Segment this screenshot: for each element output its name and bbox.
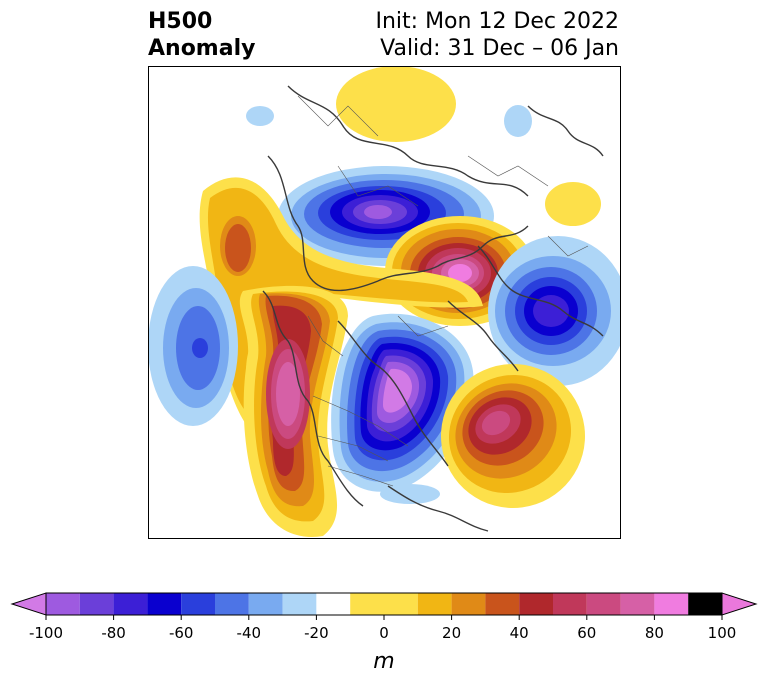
colorbar-cell (485, 593, 520, 615)
anomaly-map (148, 66, 621, 539)
colorbar-cell (248, 593, 283, 615)
colorbar-cell (46, 593, 80, 615)
minor-low-2 (504, 105, 532, 137)
borders (297, 95, 589, 487)
map-frame (148, 66, 621, 539)
colorbar-cell (147, 593, 182, 615)
colorbar-tick-label: -40 (237, 624, 262, 642)
colorbar-cell (316, 593, 351, 615)
colorbar-tick-label: -80 (101, 624, 126, 642)
colorbar-tick-label: -100 (29, 624, 63, 642)
colorbar-cell (282, 593, 317, 615)
colorbar-cell (79, 593, 114, 615)
init-date: Init: Mon 12 Dec 2022 (375, 9, 620, 34)
minor-low-1 (246, 106, 274, 126)
colorbar-cell (586, 593, 621, 615)
colorbar-extend-high (721, 592, 758, 616)
colorbar-cell (417, 593, 452, 615)
minor-low-3 (380, 484, 440, 504)
colorbar-cell (215, 593, 249, 615)
colorbar-cell (553, 593, 587, 615)
europe-ridge (239, 285, 348, 537)
north-pacific-low (488, 236, 621, 386)
colorbar-tick-label: 20 (442, 624, 461, 642)
title-line-2: Anomaly (148, 36, 256, 61)
colorbar-cell (654, 593, 689, 615)
colorbar-tick-label: 0 (379, 624, 389, 642)
colorbar-cell (620, 593, 655, 615)
west-atlantic-low (148, 266, 238, 426)
colorbar-tick-label: -60 (169, 624, 194, 642)
minor-high-1 (545, 182, 601, 226)
colorbar-unit-label: m (373, 649, 394, 674)
scandinavia-high (336, 66, 456, 142)
colorbar-cell (688, 593, 722, 615)
colorbar-tick-label: -20 (304, 624, 329, 642)
colorbar-tick-label: 100 (708, 624, 737, 642)
colorbar-extend-low (10, 592, 47, 616)
map-title: H500 Anomaly (148, 8, 255, 62)
colorbar-cell (519, 593, 553, 615)
coastlines (262, 85, 604, 532)
colorbar-cell (350, 593, 418, 615)
map-subtitle: Init: Mon 12 Dec 2022 Valid: 31 Dec – 06… (376, 8, 620, 62)
colorbar-tick-label: 60 (577, 624, 596, 642)
colorbar-cell (451, 593, 486, 615)
colorbar-cells (10, 592, 758, 616)
anomaly-field (148, 66, 621, 537)
colorbar: -100 -80 -60 -40 -20 0 20 40 60 80 100 m (10, 592, 758, 674)
colorbar-cell (181, 593, 215, 615)
colorbar-cell (113, 593, 148, 615)
colorbar-ticks: -100 -80 -60 -40 -20 0 20 40 60 80 100 (29, 615, 736, 642)
colorbar-tick-label: 80 (645, 624, 664, 642)
colorbar-tick-label: 40 (510, 624, 529, 642)
central-atlantic-high (441, 364, 585, 508)
title-line-1: H500 (148, 9, 213, 34)
valid-date: Valid: 31 Dec – 06 Jan (380, 36, 619, 61)
north-atlantic-high (199, 177, 483, 436)
